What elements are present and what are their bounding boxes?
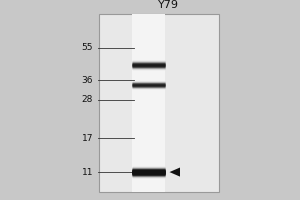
Text: 28: 28 xyxy=(82,95,93,104)
Bar xyxy=(99,14,219,192)
Text: Y79: Y79 xyxy=(158,0,178,10)
Text: 17: 17 xyxy=(82,134,93,143)
Bar xyxy=(132,14,165,192)
Text: 11: 11 xyxy=(82,168,93,177)
Text: 36: 36 xyxy=(82,76,93,85)
Polygon shape xyxy=(169,168,180,177)
Text: 55: 55 xyxy=(82,43,93,52)
